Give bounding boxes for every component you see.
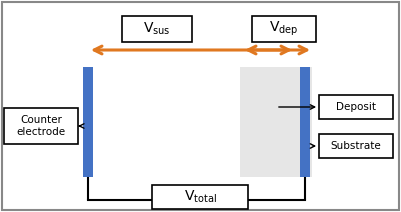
Bar bbox=[252, 16, 316, 42]
Bar bbox=[122, 16, 192, 42]
Bar bbox=[83, 67, 93, 177]
Text: $\mathregular{V_{total}}$: $\mathregular{V_{total}}$ bbox=[184, 189, 217, 205]
Text: Substrate: Substrate bbox=[331, 141, 381, 151]
Text: $\mathregular{V_{dep}}$: $\mathregular{V_{dep}}$ bbox=[269, 20, 299, 38]
Bar bbox=[319, 134, 393, 158]
Bar bbox=[152, 185, 248, 209]
Text: Counter
electrode: Counter electrode bbox=[16, 115, 65, 137]
Bar bbox=[319, 95, 393, 119]
Bar bbox=[300, 67, 310, 177]
Bar bbox=[240, 67, 312, 177]
Text: Deposit: Deposit bbox=[336, 102, 376, 112]
Bar bbox=[4, 108, 78, 144]
Text: $\mathregular{V_{sus}}$: $\mathregular{V_{sus}}$ bbox=[143, 21, 171, 37]
